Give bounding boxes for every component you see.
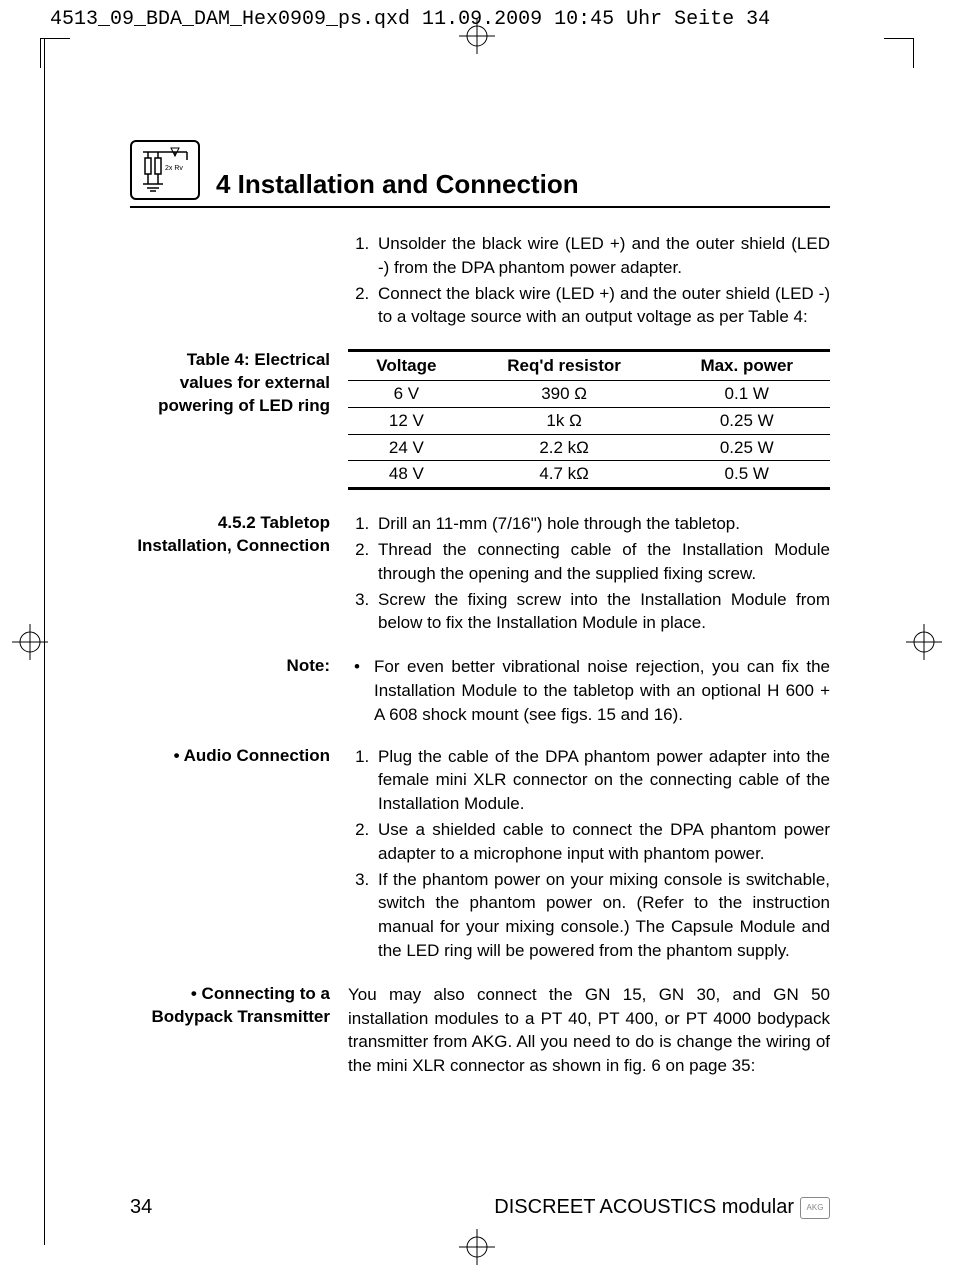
note-label: Note: xyxy=(130,655,330,726)
tabletop-steps-list: Drill an 11-mm (7/16") hole through the … xyxy=(348,512,830,635)
section-header: 2x Rv 4 Installation and Connection xyxy=(130,140,830,208)
table-cell: 0.5 W xyxy=(663,461,830,489)
intro-steps-list: Unsolder the black wire (LED +) and the … xyxy=(348,232,830,329)
table-row: 6 V390 Ω0.1 W xyxy=(348,380,830,407)
table-row: 48 V4.7 kΩ0.5 W xyxy=(348,461,830,489)
table-cell: 4.7 kΩ xyxy=(465,461,664,489)
note-list: For even better vibrational noise reject… xyxy=(348,655,830,726)
registration-mark-right xyxy=(906,624,942,660)
table-header: Req'd resistor xyxy=(465,351,664,381)
table-cell: 2.2 kΩ xyxy=(465,434,664,461)
list-item: Plug the cable of the DPA phantom power … xyxy=(374,745,830,816)
table-cell: 0.1 W xyxy=(663,380,830,407)
table-cell: 6 V xyxy=(348,380,465,407)
list-item: Use a shielded cable to connect the DPA … xyxy=(374,818,830,866)
list-item: Drill an 11-mm (7/16") hole through the … xyxy=(374,512,830,536)
heading-bodypack: • Connecting to a Bodypack Transmitter xyxy=(130,983,330,1078)
bodypack-text: You may also connect the GN 15, GN 30, a… xyxy=(348,985,830,1075)
registration-mark-left xyxy=(12,624,48,660)
list-item: Connect the black wire (LED +) and the o… xyxy=(374,282,830,330)
product-name: DISCREET ACOUSTICS modular xyxy=(494,1196,794,1219)
heading-audio-connection: • Audio Connection xyxy=(130,745,330,965)
list-item: Unsolder the black wire (LED +) and the … xyxy=(374,232,830,280)
audio-steps-list: Plug the cable of the DPA phantom power … xyxy=(348,745,830,963)
table-cell: 48 V xyxy=(348,461,465,489)
list-item: Thread the connecting cable of the Insta… xyxy=(374,538,830,586)
table-row: 12 V1k Ω0.25 W xyxy=(348,407,830,434)
electrical-values-table: Voltage Req'd resistor Max. power 6 V390… xyxy=(348,349,830,490)
registration-mark-top xyxy=(459,18,495,54)
table-cell: 0.25 W xyxy=(663,407,830,434)
note-text: For even better vibrational noise reject… xyxy=(374,655,830,726)
list-item: If the phantom power on your mixing cons… xyxy=(374,868,830,963)
table-cell: 24 V xyxy=(348,434,465,461)
heading-tabletop: 4.5.2 Tabletop Installation, Connection xyxy=(130,512,330,637)
akg-logo-icon: AKG xyxy=(800,1197,830,1219)
section-title: 4 Installation and Connection xyxy=(216,169,579,200)
table-header: Max. power xyxy=(663,351,830,381)
table-header: Voltage xyxy=(348,351,465,381)
registration-mark-bottom xyxy=(459,1229,495,1265)
table-cell: 1k Ω xyxy=(465,407,664,434)
page-content: 2x Rv 4 Installation and Connection Unso… xyxy=(130,140,830,1096)
table-cell: 0.25 W xyxy=(663,434,830,461)
list-item: Screw the fixing screw into the Installa… xyxy=(374,588,830,636)
crop-mark-top-right xyxy=(884,38,914,68)
table-cell: 390 Ω xyxy=(465,380,664,407)
table-row: 24 V2.2 kΩ0.25 W xyxy=(348,434,830,461)
table-cell: 12 V xyxy=(348,407,465,434)
table4-caption: Table 4: Electrical values for external … xyxy=(130,349,330,490)
schematic-icon: 2x Rv xyxy=(130,140,200,200)
page-number: 34 xyxy=(130,1196,152,1219)
page-footer: 34 DISCREET ACOUSTICS modular AKG xyxy=(130,1196,830,1219)
svg-text:2x Rv: 2x Rv xyxy=(165,165,183,172)
